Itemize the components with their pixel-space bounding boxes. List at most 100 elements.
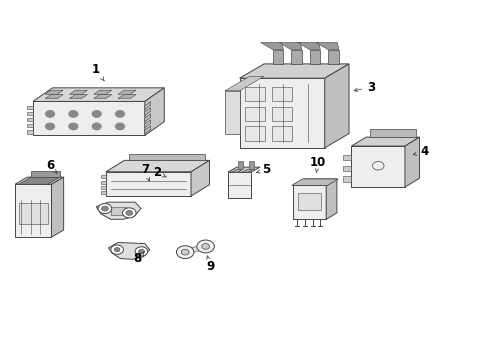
Polygon shape: [108, 243, 149, 259]
Polygon shape: [106, 160, 209, 172]
Polygon shape: [290, 50, 301, 64]
Polygon shape: [239, 64, 348, 78]
Polygon shape: [45, 94, 63, 99]
Polygon shape: [33, 102, 144, 135]
Polygon shape: [292, 185, 325, 219]
Polygon shape: [19, 177, 60, 184]
Circle shape: [201, 244, 209, 249]
Polygon shape: [185, 244, 205, 255]
Circle shape: [138, 249, 144, 253]
Polygon shape: [242, 170, 252, 172]
Text: 1: 1: [92, 63, 104, 81]
Polygon shape: [342, 176, 351, 182]
Circle shape: [114, 248, 120, 252]
Polygon shape: [351, 137, 419, 146]
Polygon shape: [101, 181, 106, 184]
Polygon shape: [69, 94, 87, 99]
Polygon shape: [101, 192, 106, 194]
Circle shape: [69, 111, 78, 117]
Text: 3: 3: [353, 81, 374, 94]
Polygon shape: [224, 91, 239, 134]
Circle shape: [135, 247, 147, 256]
Polygon shape: [51, 177, 63, 237]
Bar: [248, 162, 253, 168]
Polygon shape: [27, 118, 33, 121]
Polygon shape: [309, 50, 320, 64]
Bar: [272, 126, 291, 141]
Circle shape: [125, 210, 132, 215]
Text: 6: 6: [46, 159, 57, 173]
Polygon shape: [144, 114, 150, 121]
Circle shape: [98, 203, 112, 213]
Circle shape: [116, 111, 124, 117]
Bar: [245, 107, 264, 121]
Bar: [272, 107, 291, 121]
Polygon shape: [111, 207, 126, 215]
Polygon shape: [324, 64, 348, 148]
Polygon shape: [369, 129, 415, 137]
Polygon shape: [292, 179, 336, 185]
Polygon shape: [315, 42, 338, 50]
Polygon shape: [291, 179, 338, 185]
Circle shape: [116, 123, 124, 130]
Polygon shape: [351, 146, 404, 187]
Polygon shape: [31, 171, 60, 177]
Text: 4: 4: [412, 145, 427, 158]
Polygon shape: [45, 90, 63, 94]
Polygon shape: [144, 108, 150, 115]
Bar: [245, 126, 264, 141]
Polygon shape: [129, 154, 204, 160]
Polygon shape: [260, 42, 283, 50]
Polygon shape: [144, 88, 164, 135]
Circle shape: [45, 123, 54, 130]
Polygon shape: [272, 50, 283, 64]
Circle shape: [102, 206, 108, 211]
Circle shape: [111, 245, 123, 254]
Polygon shape: [118, 90, 136, 94]
Polygon shape: [101, 186, 106, 189]
Bar: [245, 87, 264, 102]
Polygon shape: [96, 202, 141, 219]
Circle shape: [92, 111, 101, 117]
Polygon shape: [342, 155, 351, 160]
Polygon shape: [27, 130, 33, 134]
Text: 7: 7: [141, 163, 149, 181]
Polygon shape: [27, 124, 33, 127]
Circle shape: [181, 249, 189, 255]
Polygon shape: [279, 42, 301, 50]
Polygon shape: [325, 179, 336, 219]
Polygon shape: [144, 102, 150, 109]
Polygon shape: [94, 90, 112, 94]
Polygon shape: [15, 184, 51, 237]
Circle shape: [69, 123, 78, 130]
Polygon shape: [15, 177, 63, 184]
Polygon shape: [404, 137, 419, 187]
Bar: [19, 203, 47, 224]
Text: 2: 2: [153, 166, 166, 179]
Polygon shape: [227, 167, 260, 172]
Circle shape: [45, 111, 54, 117]
Text: 10: 10: [309, 156, 325, 172]
Polygon shape: [101, 175, 106, 178]
Polygon shape: [69, 90, 87, 94]
Text: 9: 9: [206, 256, 214, 273]
Polygon shape: [118, 94, 136, 99]
Bar: [238, 162, 243, 168]
Circle shape: [176, 246, 194, 258]
Polygon shape: [106, 172, 191, 196]
Bar: [272, 87, 291, 102]
Circle shape: [122, 208, 136, 218]
Text: 5: 5: [256, 163, 270, 176]
Bar: [297, 193, 321, 210]
Polygon shape: [144, 126, 150, 134]
Polygon shape: [144, 120, 150, 127]
Polygon shape: [239, 78, 324, 148]
Polygon shape: [297, 42, 320, 50]
Polygon shape: [224, 76, 264, 91]
Polygon shape: [33, 88, 164, 102]
Circle shape: [197, 240, 214, 253]
Circle shape: [92, 123, 101, 130]
Text: 8: 8: [133, 252, 144, 265]
Polygon shape: [227, 172, 251, 198]
Polygon shape: [191, 160, 209, 196]
